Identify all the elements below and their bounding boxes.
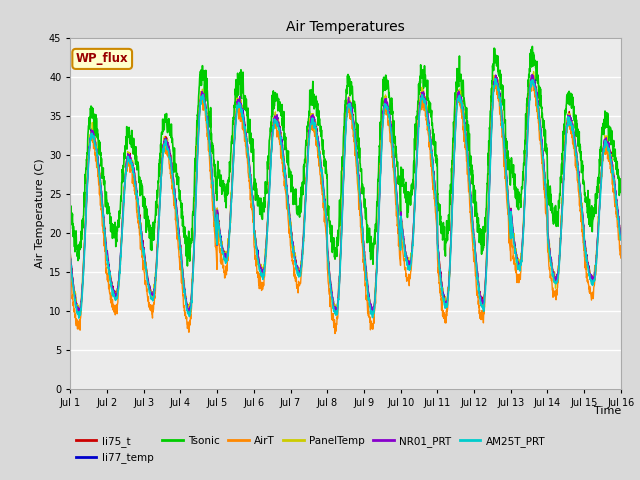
li75_t — [76, 311, 84, 317]
AirT — [506, 241, 513, 247]
Y-axis label: Air Temperature (C): Air Temperature (C) — [35, 159, 45, 268]
li77_temp — [584, 261, 592, 267]
li75_t — [569, 122, 577, 128]
Tsonic — [569, 104, 577, 109]
Tsonic — [529, 44, 536, 49]
li75_t — [67, 252, 74, 258]
AM25T_PRT — [584, 263, 592, 269]
li75_t — [617, 233, 625, 239]
AM25T_PRT — [75, 315, 83, 321]
li75_t — [529, 72, 536, 78]
AirT — [617, 255, 625, 261]
li77_temp — [527, 72, 535, 78]
AirT — [528, 76, 536, 82]
NR01_PRT — [362, 261, 369, 266]
NR01_PRT — [368, 311, 376, 316]
Tsonic — [374, 192, 381, 198]
li77_temp — [67, 256, 74, 262]
li77_temp — [617, 236, 625, 241]
li75_t — [362, 262, 369, 267]
NR01_PRT — [506, 218, 513, 224]
Text: Time: Time — [593, 406, 621, 416]
PanelTemp — [67, 251, 74, 257]
AM25T_PRT — [617, 235, 625, 240]
NR01_PRT — [584, 260, 592, 266]
li75_t — [584, 260, 592, 265]
Text: WP_flux: WP_flux — [76, 52, 129, 65]
Tsonic — [184, 263, 191, 269]
Tsonic — [584, 188, 592, 193]
PanelTemp — [617, 232, 625, 238]
NR01_PRT — [617, 237, 625, 242]
AirT — [220, 269, 228, 275]
PanelTemp — [369, 313, 376, 319]
NR01_PRT — [528, 72, 536, 78]
li75_t — [506, 215, 513, 221]
AirT — [374, 237, 381, 242]
PanelTemp — [220, 251, 228, 256]
AirT — [569, 141, 577, 146]
Line: AirT: AirT — [70, 79, 621, 334]
Line: li77_temp: li77_temp — [70, 75, 621, 313]
AM25T_PRT — [374, 248, 381, 253]
AirT — [584, 280, 592, 286]
NR01_PRT — [220, 251, 228, 257]
li75_t — [220, 248, 228, 254]
AirT — [362, 280, 369, 286]
AM25T_PRT — [67, 256, 74, 262]
Tsonic — [362, 216, 369, 222]
Tsonic — [506, 176, 513, 182]
li77_temp — [569, 124, 577, 130]
Tsonic — [220, 181, 228, 187]
Legend: li75_t, li77_temp, Tsonic, AirT, PanelTemp, NR01_PRT, AM25T_PRT: li75_t, li77_temp, Tsonic, AirT, PanelTe… — [76, 436, 545, 463]
li77_temp — [220, 252, 228, 258]
Tsonic — [617, 185, 625, 191]
li75_t — [374, 246, 381, 252]
NR01_PRT — [569, 121, 577, 127]
PanelTemp — [362, 262, 369, 268]
PanelTemp — [374, 239, 381, 245]
NR01_PRT — [67, 255, 74, 261]
Line: li75_t: li75_t — [70, 75, 621, 314]
PanelTemp — [584, 260, 592, 266]
li77_temp — [362, 263, 369, 269]
Line: Tsonic: Tsonic — [70, 47, 621, 266]
Tsonic — [67, 207, 74, 213]
PanelTemp — [569, 125, 577, 131]
AM25T_PRT — [506, 226, 514, 231]
li77_temp — [374, 238, 381, 244]
AM25T_PRT — [362, 269, 369, 275]
Line: NR01_PRT: NR01_PRT — [70, 75, 621, 313]
AM25T_PRT — [569, 123, 577, 129]
AM25T_PRT — [220, 255, 228, 261]
li77_temp — [506, 220, 513, 226]
li77_temp — [75, 310, 83, 316]
Line: AM25T_PRT: AM25T_PRT — [70, 79, 621, 318]
AM25T_PRT — [491, 76, 499, 82]
AirT — [67, 272, 74, 277]
NR01_PRT — [374, 243, 381, 249]
AirT — [331, 331, 339, 336]
Title: Air Temperatures: Air Temperatures — [286, 21, 405, 35]
PanelTemp — [530, 69, 538, 74]
Line: PanelTemp: PanelTemp — [70, 72, 621, 316]
PanelTemp — [506, 224, 513, 229]
